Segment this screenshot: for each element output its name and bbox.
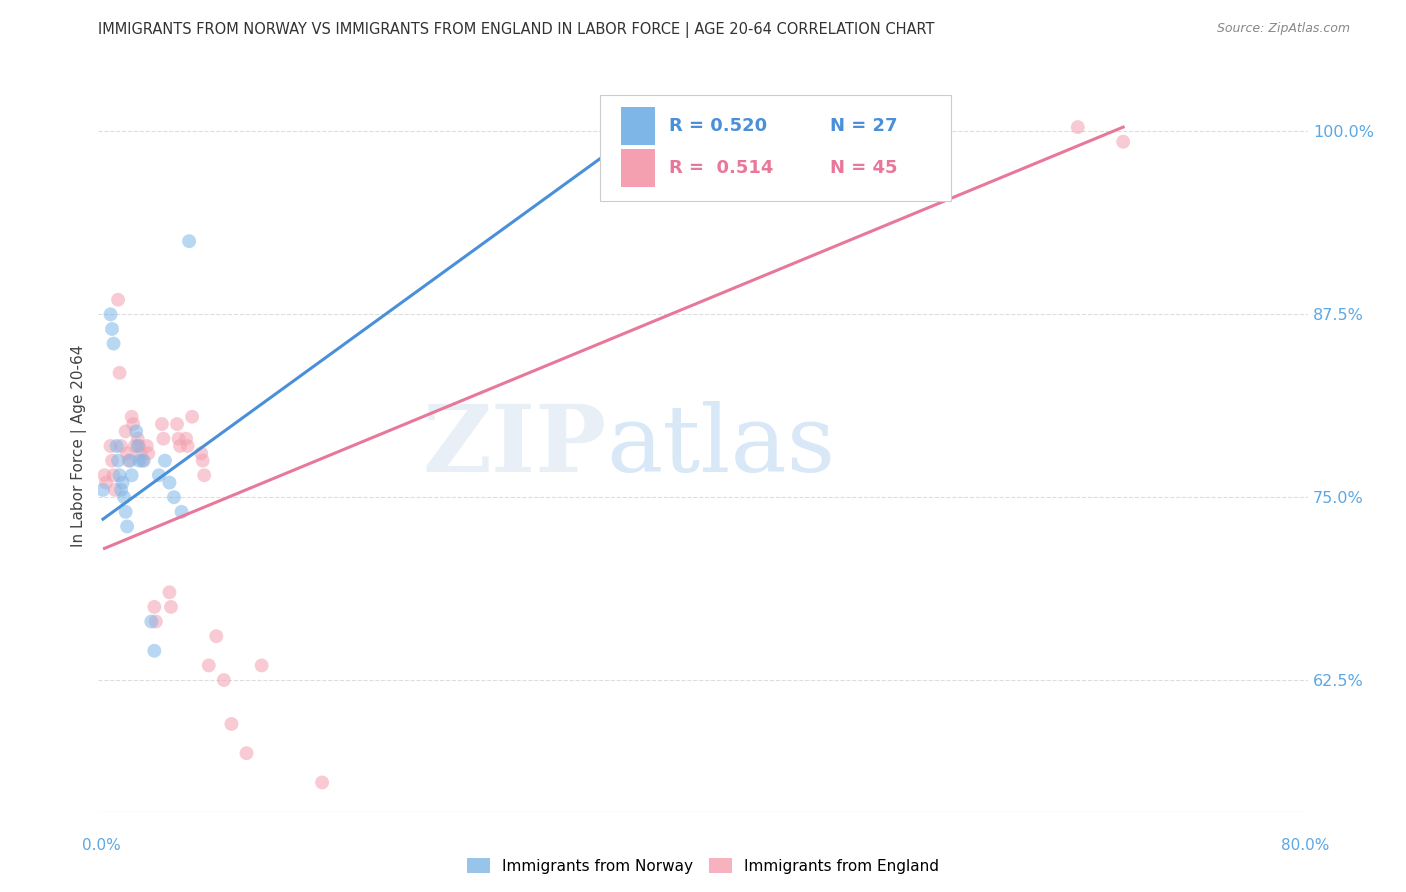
Point — [166, 417, 188, 431]
Point — [103, 336, 125, 351]
Point — [108, 366, 131, 380]
Point — [107, 293, 129, 307]
Text: N = 45: N = 45 — [830, 159, 897, 177]
Point — [115, 446, 138, 460]
Point — [179, 234, 201, 248]
Point — [190, 446, 212, 460]
Point — [108, 468, 131, 483]
Point — [112, 490, 135, 504]
Point — [122, 417, 145, 431]
Point — [100, 307, 122, 321]
Point — [153, 453, 176, 467]
Text: Source: ZipAtlas.com: Source: ZipAtlas.com — [1216, 22, 1350, 36]
Point — [205, 629, 228, 643]
Point — [235, 746, 257, 760]
Point — [212, 673, 235, 687]
Point — [103, 468, 125, 483]
Point — [143, 644, 166, 658]
Point — [129, 446, 152, 460]
Point — [141, 615, 163, 629]
Point — [121, 409, 143, 424]
Point — [118, 453, 141, 467]
Point — [93, 468, 115, 483]
Text: R = 0.520: R = 0.520 — [669, 118, 768, 136]
Point — [174, 432, 197, 446]
Point — [148, 468, 170, 483]
Point — [1112, 135, 1135, 149]
Point — [114, 425, 136, 439]
Point — [131, 453, 153, 467]
Point — [121, 468, 143, 483]
Point — [135, 439, 157, 453]
Point — [101, 453, 124, 467]
Point — [193, 468, 215, 483]
Point — [145, 615, 167, 629]
Point — [101, 322, 124, 336]
FancyBboxPatch shape — [621, 149, 655, 187]
Text: N = 27: N = 27 — [830, 118, 897, 136]
Text: R =  0.514: R = 0.514 — [669, 159, 773, 177]
Point — [169, 439, 191, 453]
Point — [105, 439, 128, 453]
Point — [181, 409, 204, 424]
Point — [114, 505, 136, 519]
Text: atlas: atlas — [606, 401, 835, 491]
Point — [170, 505, 193, 519]
Point — [110, 439, 132, 453]
Point — [104, 483, 127, 497]
Text: 80.0%: 80.0% — [1281, 838, 1329, 853]
Point — [132, 453, 155, 467]
Point — [100, 439, 122, 453]
Y-axis label: In Labor Force | Age 20-64: In Labor Force | Age 20-64 — [72, 345, 87, 547]
FancyBboxPatch shape — [621, 107, 655, 145]
Point — [191, 453, 214, 467]
Point — [111, 475, 134, 490]
Point — [616, 135, 638, 149]
Point — [221, 717, 243, 731]
Point — [143, 599, 166, 614]
Point — [163, 490, 186, 504]
Point — [136, 446, 159, 460]
Point — [115, 519, 138, 533]
Point — [107, 453, 129, 467]
Point — [167, 432, 190, 446]
Point — [152, 432, 174, 446]
Point — [127, 432, 149, 446]
Point — [91, 483, 114, 497]
Point — [1067, 120, 1090, 134]
Text: IMMIGRANTS FROM NORWAY VS IMMIGRANTS FROM ENGLAND IN LABOR FORCE | AGE 20-64 COR: IMMIGRANTS FROM NORWAY VS IMMIGRANTS FRO… — [98, 22, 935, 38]
Point — [250, 658, 273, 673]
Point — [110, 483, 132, 497]
Point — [124, 439, 146, 453]
Legend: Immigrants from Norway, Immigrants from England: Immigrants from Norway, Immigrants from … — [461, 852, 945, 880]
Point — [160, 599, 183, 614]
Point — [94, 475, 117, 490]
Text: ZIP: ZIP — [422, 401, 606, 491]
Point — [128, 439, 150, 453]
Text: 0.0%: 0.0% — [82, 838, 121, 853]
FancyBboxPatch shape — [600, 95, 950, 201]
Point — [128, 453, 150, 467]
Point — [197, 658, 219, 673]
Point — [150, 417, 173, 431]
Point — [125, 425, 148, 439]
Point — [176, 439, 198, 453]
Point — [311, 775, 333, 789]
Point — [120, 453, 142, 467]
Point — [127, 439, 149, 453]
Point — [159, 475, 181, 490]
Point — [159, 585, 181, 599]
